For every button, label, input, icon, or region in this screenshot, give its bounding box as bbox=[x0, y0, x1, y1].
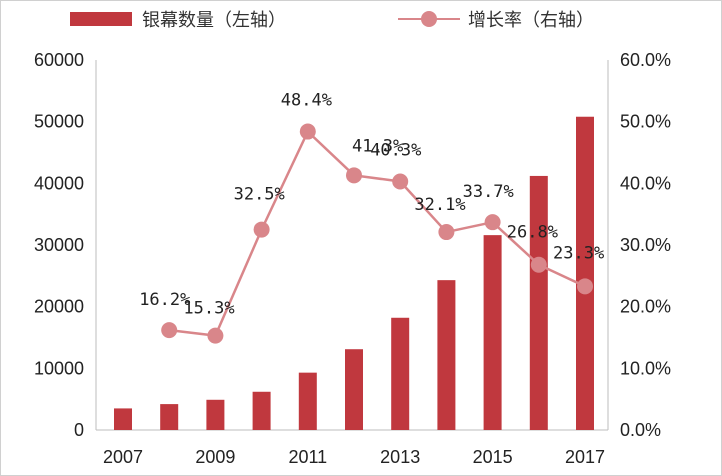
x-tick-label: 2007 bbox=[103, 447, 143, 467]
growth-point-2017 bbox=[577, 278, 593, 295]
left-axis-ticks: 0 10000 20000 30000 40000 50000 60000 bbox=[34, 50, 84, 440]
growth-label-2014: 32.1% bbox=[414, 195, 465, 215]
bar-2015 bbox=[483, 235, 502, 430]
bar-2007 bbox=[114, 408, 132, 430]
legend: 银幕数量（左轴） 增长率（右轴） bbox=[70, 10, 594, 31]
bar-2013 bbox=[391, 317, 410, 430]
legend-marker-growth bbox=[421, 11, 437, 27]
data-labels-growth: 16.2%15.3% 32.5% 48.4% 41.3%40.3% 32.1%33.7%… bbox=[139, 91, 604, 319]
x-tick-label: 2015 bbox=[473, 447, 513, 467]
legend-label-growth: 增长率（右轴） bbox=[468, 10, 594, 31]
growth-point-2016 bbox=[530, 256, 547, 273]
legend-label-screens: 银幕数量（左轴） bbox=[142, 10, 286, 31]
bar-2009 bbox=[206, 399, 225, 430]
x-axis-ticks: 2007 2009 2011 2013 2015 2017 bbox=[103, 447, 605, 467]
growth-label-2011: 48.4% bbox=[281, 91, 332, 111]
x-tick-label: 2009 bbox=[195, 447, 235, 467]
growth-point-2009 bbox=[207, 327, 224, 344]
right-axis-ticks: 0.0% 10.0% 20.0% 30.0% 40.0% 50.0% 60.0% bbox=[620, 50, 671, 440]
left-tick-label: 50000 bbox=[34, 112, 84, 132]
bar-series-screens bbox=[114, 116, 594, 430]
bar-2008 bbox=[160, 404, 179, 430]
growth-point-2008 bbox=[161, 322, 178, 339]
growth-line bbox=[169, 129, 586, 338]
bar-2010 bbox=[252, 391, 271, 430]
growth-label-2009: 15.3% bbox=[183, 299, 234, 319]
growth-label-2015: 33.7% bbox=[463, 182, 514, 202]
right-tick-label: 10.0% bbox=[620, 358, 671, 378]
left-tick-label: 60000 bbox=[34, 50, 84, 70]
growth-label-2017: 23.3% bbox=[553, 243, 604, 263]
growth-point-2014 bbox=[438, 224, 455, 241]
x-tick-label: 2013 bbox=[380, 447, 420, 467]
growth-point-2012 bbox=[346, 167, 362, 184]
bar-2011 bbox=[298, 372, 317, 430]
left-tick-label: 0 bbox=[74, 420, 84, 440]
growth-point-2015 bbox=[484, 214, 501, 231]
bar-2017 bbox=[576, 116, 594, 430]
growth-label-2010: 32.5% bbox=[234, 185, 285, 205]
left-tick-label: 20000 bbox=[34, 297, 84, 317]
right-tick-label: 20.0% bbox=[620, 297, 671, 317]
growth-label-2016: 26.8% bbox=[507, 223, 558, 243]
growth-label-2013: 40.3% bbox=[370, 140, 421, 160]
left-tick-label: 10000 bbox=[34, 358, 84, 378]
right-tick-label: 30.0% bbox=[620, 235, 671, 255]
left-tick-label: 40000 bbox=[34, 173, 84, 193]
x-tick-label: 2017 bbox=[565, 447, 605, 467]
growth-label-2008: 16.2% bbox=[139, 290, 190, 310]
growth-point-2010 bbox=[253, 221, 270, 238]
right-tick-label: 0.0% bbox=[620, 420, 661, 440]
legend-swatch-screens bbox=[70, 12, 132, 26]
right-tick-label: 60.0% bbox=[620, 50, 671, 70]
bar-2014 bbox=[437, 280, 456, 430]
growth-label-2012: 41.3% bbox=[352, 136, 403, 156]
line-series-growth bbox=[161, 123, 593, 344]
left-tick-label: 30000 bbox=[34, 235, 84, 255]
growth-point-2011 bbox=[299, 123, 316, 140]
x-tick-label: 2011 bbox=[288, 447, 327, 467]
bar-2016 bbox=[529, 175, 548, 430]
growth-point-2013 bbox=[392, 173, 409, 190]
right-tick-label: 50.0% bbox=[620, 112, 671, 132]
right-tick-label: 40.0% bbox=[620, 173, 671, 193]
bar-2012 bbox=[345, 349, 363, 430]
